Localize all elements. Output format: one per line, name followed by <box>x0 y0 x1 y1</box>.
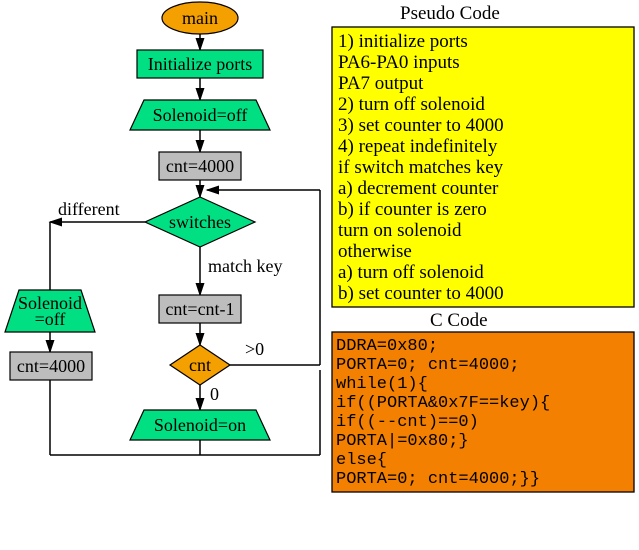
svg-text:b) set counter to 4000: b) set counter to 4000 <box>338 283 504 304</box>
svg-text:PA7 output: PA7 output <box>338 73 424 94</box>
ccode-title: C Code <box>430 310 488 332</box>
svg-text:a) turn off solenoid: a) turn off solenoid <box>338 262 484 283</box>
svg-text:DDRA=0x80;: DDRA=0x80; <box>336 337 438 356</box>
svg-text:cnt=cnt-1: cnt=cnt-1 <box>165 299 234 319</box>
svg-text:1) initialize ports: 1) initialize ports <box>338 31 468 52</box>
svg-text:Initialize ports: Initialize ports <box>148 54 252 74</box>
svg-text:3) set counter to 4000: 3) set counter to 4000 <box>338 115 504 136</box>
svg-text:>0: >0 <box>245 339 264 359</box>
svg-text:switches: switches <box>169 212 231 232</box>
svg-text:otherwise: otherwise <box>338 241 412 262</box>
svg-text:PORTA=0; cnt=4000;: PORTA=0; cnt=4000; <box>336 356 520 375</box>
svg-text:2) turn off solenoid: 2) turn off solenoid <box>338 94 485 115</box>
svg-text:PA6-PA0 inputs: PA6-PA0 inputs <box>338 52 460 73</box>
svg-text:Solenoid=on: Solenoid=on <box>154 415 246 435</box>
svg-text:main: main <box>182 8 218 28</box>
svg-text:Solenoid=off: Solenoid=off <box>153 105 248 125</box>
svg-text:cnt=4000: cnt=4000 <box>166 156 234 176</box>
pseudo-title: Pseudo Code <box>400 3 500 25</box>
svg-text:0: 0 <box>210 384 219 404</box>
svg-text:different: different <box>58 199 120 219</box>
diagram-root: { "colors": { "orange_fill": "#f4a000", … <box>0 0 639 550</box>
svg-text:match key: match key <box>208 256 282 276</box>
svg-text:if((PORTA&0x7F==key){: if((PORTA&0x7F==key){ <box>336 394 550 413</box>
svg-text:=off: =off <box>35 309 66 329</box>
svg-text:a) decrement counter: a) decrement counter <box>338 178 499 199</box>
svg-text:PORTA|=0x80;}: PORTA|=0x80;} <box>336 432 469 451</box>
svg-text:cnt: cnt <box>189 355 211 375</box>
svg-text:if switch matches key: if switch matches key <box>338 157 504 178</box>
svg-text:b) if counter is zero: b) if counter is zero <box>338 199 487 220</box>
svg-text:cnt=4000: cnt=4000 <box>17 356 85 376</box>
svg-text:4) repeat indefinitely: 4) repeat indefinitely <box>338 136 498 157</box>
svg-text:if((--cnt)==0): if((--cnt)==0) <box>336 413 479 432</box>
svg-text:else{: else{ <box>336 451 387 470</box>
flowchart-svg: main Initialize ports Solenoid=off cnt=4000… <box>0 0 639 550</box>
svg-text:while(1){: while(1){ <box>336 375 428 394</box>
svg-text:PORTA=0; cnt=4000;}}: PORTA=0; cnt=4000;}} <box>336 470 540 489</box>
svg-text:turn on solenoid: turn on solenoid <box>338 220 462 241</box>
